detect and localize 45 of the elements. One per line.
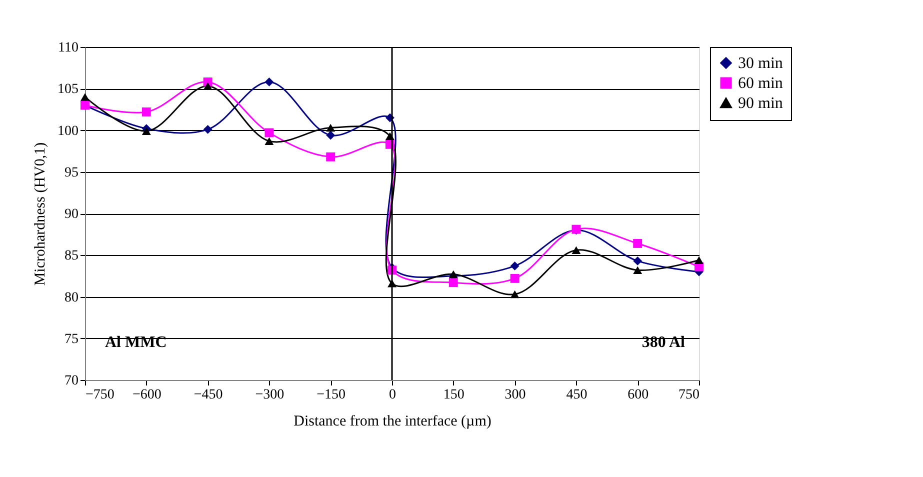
point xyxy=(510,290,520,298)
y-tick-label: 70 xyxy=(64,374,78,388)
point xyxy=(326,152,336,162)
x-axis-title: Distance from the interface (µm) xyxy=(294,414,492,430)
point xyxy=(633,256,642,266)
point xyxy=(572,246,581,254)
x-tick-label: 450 xyxy=(566,388,588,402)
point xyxy=(694,256,704,264)
point xyxy=(80,93,90,101)
point xyxy=(142,127,151,135)
y-tick-label: 80 xyxy=(64,290,78,306)
point xyxy=(203,82,212,90)
legend-label: 90 min xyxy=(738,95,783,112)
y-axis-title: Microhardness (HV0,1) xyxy=(32,142,48,286)
legend-label: 60 min xyxy=(738,75,783,92)
point xyxy=(142,107,151,116)
y-tick-label: 105 xyxy=(58,82,78,98)
y-tick-label: 110 xyxy=(58,40,78,56)
x-tick-label: 150 xyxy=(443,388,464,402)
y-tick-label: 100 xyxy=(58,124,78,139)
point xyxy=(633,239,642,248)
y-tick-label: 90 xyxy=(64,207,78,222)
point xyxy=(448,278,458,288)
point xyxy=(264,137,274,145)
x-tick-label: −750 xyxy=(86,388,114,402)
x-tick-label: −600 xyxy=(132,388,162,402)
point xyxy=(203,124,212,134)
point xyxy=(326,130,336,140)
point xyxy=(633,266,642,274)
x-tick-label: 600 xyxy=(628,388,649,402)
point xyxy=(264,128,274,138)
y-tick-label: 85 xyxy=(64,248,78,264)
x-tick-label: −300 xyxy=(255,388,284,402)
x-tick-label: 750 xyxy=(678,388,700,402)
x-tick-label: −150 xyxy=(316,388,346,402)
y-tick-label: 95 xyxy=(64,165,78,180)
point xyxy=(510,274,520,283)
x-tick-label: 0 xyxy=(389,388,396,402)
point xyxy=(264,77,274,86)
x-tick-label: −450 xyxy=(194,388,223,402)
y-tick-label: 75 xyxy=(64,332,78,347)
legend-label: 30 min xyxy=(738,55,783,72)
point xyxy=(326,124,336,132)
x-tick-label: 300 xyxy=(504,388,526,402)
point xyxy=(510,261,520,270)
